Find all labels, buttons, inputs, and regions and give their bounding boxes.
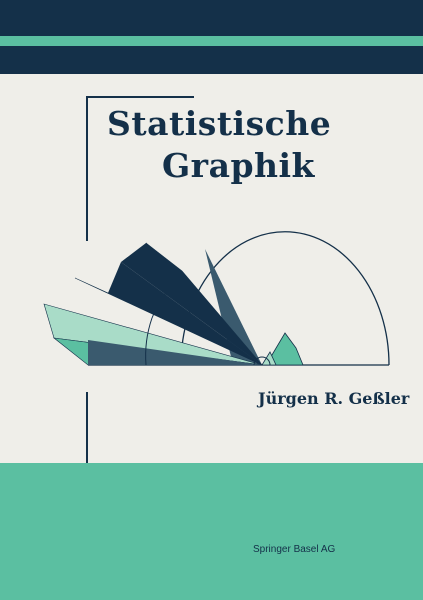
bottom-teal-band: [0, 463, 423, 600]
author-name: Jürgen R. Geßler: [258, 389, 410, 408]
frame-lower-vertical-line: [86, 392, 88, 464]
fan-wedge-navy-2: [108, 262, 262, 365]
inner-arc-2: [151, 274, 183, 319]
top-teal-stripe: [0, 36, 423, 46]
fan-wedge-navy: [121, 243, 262, 365]
title-line-2: Graphik: [162, 146, 315, 185]
frame-top-horizontal-line: [86, 96, 194, 98]
publisher-name: Springer Basel AG: [253, 544, 336, 555]
title-line-1: Statistische: [107, 104, 332, 143]
fan-wedge-slate: [205, 249, 262, 365]
fan-wedge-base: [88, 340, 262, 365]
inner-arc-1: [145, 317, 153, 366]
small-arc: [253, 356, 271, 366]
small-teal-peak: [265, 332, 304, 366]
frame-left-vertical-line: [86, 96, 88, 241]
